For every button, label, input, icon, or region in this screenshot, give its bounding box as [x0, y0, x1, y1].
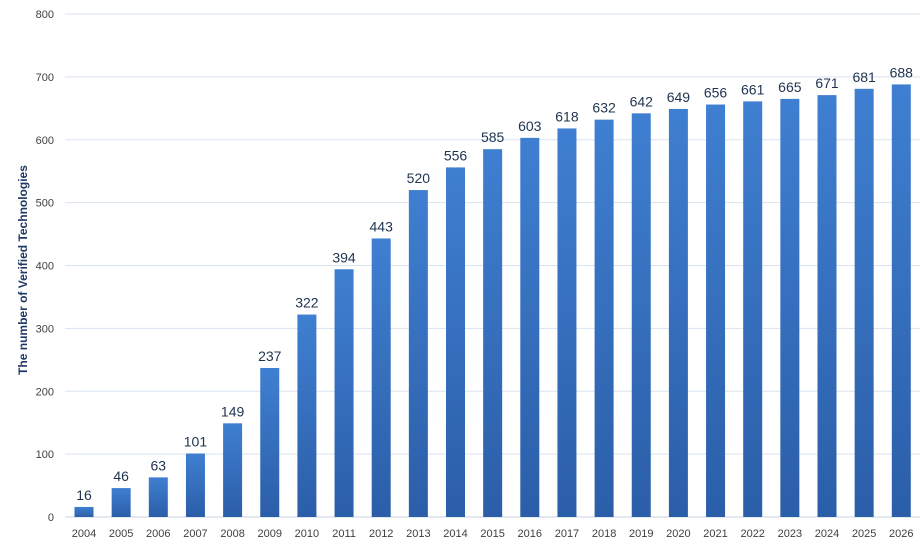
bars — [74, 84, 911, 518]
y-tick-label: 100 — [36, 449, 54, 461]
data-label: 642 — [630, 93, 654, 109]
bar — [185, 453, 205, 517]
data-label: 618 — [555, 108, 579, 124]
data-label: 237 — [258, 348, 282, 364]
data-label: 149 — [221, 403, 245, 419]
y-tick-label: 600 — [36, 135, 54, 147]
data-label: 681 — [852, 69, 876, 85]
data-label: 520 — [407, 170, 431, 186]
data-labels: 16 46 63 101 149 237 322 394 443 520 556 585 603 618 6… — [76, 64, 913, 503]
y-tick-label: 800 — [36, 9, 54, 21]
bar — [557, 128, 577, 517]
x-tick-label: 2015 — [480, 528, 504, 540]
x-tick-label: 2006 — [146, 528, 170, 540]
data-label: 671 — [815, 75, 839, 91]
bar — [297, 314, 317, 517]
bar — [371, 238, 391, 517]
bar — [854, 88, 874, 517]
x-tick-label: 2017 — [555, 528, 579, 540]
x-tick-label: 2025 — [852, 528, 876, 540]
x-tick-label: 2012 — [369, 528, 393, 540]
data-label: 63 — [151, 457, 167, 473]
x-tick-label: 2009 — [258, 528, 282, 540]
x-tick-label: 2023 — [778, 528, 802, 540]
x-tick-label: 2020 — [666, 528, 690, 540]
x-tick-label: 2014 — [443, 528, 467, 540]
data-label: 656 — [704, 85, 728, 101]
x-tick-label: 2005 — [109, 528, 133, 540]
bar — [483, 149, 503, 517]
y-tick-label: 300 — [36, 323, 54, 335]
x-tick-label: 2021 — [703, 528, 727, 540]
bar — [446, 167, 465, 518]
y-tick-label: 500 — [36, 198, 54, 210]
y-tick-label: 700 — [36, 72, 54, 84]
x-tick-label: 2018 — [592, 528, 616, 540]
x-tick-label: 2004 — [72, 528, 96, 540]
data-label: 665 — [778, 79, 802, 95]
data-label: 443 — [370, 218, 394, 234]
data-label: 632 — [592, 100, 616, 116]
bar — [706, 104, 726, 517]
y-tick-label: 200 — [36, 386, 54, 398]
bar — [668, 108, 688, 517]
x-tick-label: 2007 — [183, 528, 207, 540]
bar — [74, 506, 94, 517]
x-tick-label: 2022 — [740, 528, 764, 540]
data-label: 649 — [667, 89, 691, 105]
data-label: 688 — [890, 64, 914, 80]
data-label: 556 — [444, 147, 468, 163]
x-tick-label: 2024 — [815, 528, 839, 540]
data-label: 394 — [332, 249, 356, 265]
bar — [148, 477, 168, 517]
x-tick-label: 2011 — [332, 528, 356, 540]
y-axis-label: The number of Verified Technologies — [16, 165, 30, 375]
y-tick-label: 0 — [48, 512, 54, 524]
data-label: 585 — [481, 129, 505, 145]
bar — [260, 367, 280, 517]
data-label: 322 — [295, 295, 319, 311]
bar — [408, 190, 428, 518]
x-tick-label: 2016 — [518, 528, 542, 540]
data-label: 46 — [113, 468, 129, 484]
data-label: 603 — [518, 118, 542, 134]
bar — [891, 84, 911, 518]
bar — [111, 488, 131, 517]
x-tick-label: 2013 — [406, 528, 430, 540]
data-label: 101 — [184, 433, 208, 449]
data-label: 16 — [76, 487, 92, 503]
y-axis-ticks: 0 100 200 300 400 500 600 700 800 — [36, 9, 54, 524]
x-axis-ticks: 2004 2005 2006 2007 2008 2009 2010 2011 2012 2013… — [72, 528, 914, 540]
bar — [817, 95, 837, 517]
y-tick-label: 400 — [36, 261, 54, 273]
data-label: 661 — [741, 81, 765, 97]
bar — [520, 137, 540, 517]
bar — [594, 119, 614, 517]
bar — [223, 423, 243, 517]
bar — [780, 98, 800, 517]
x-tick-label: 2026 — [889, 528, 913, 540]
x-tick-label: 2010 — [295, 528, 319, 540]
x-tick-label: 2008 — [220, 528, 244, 540]
x-tick-label: 2019 — [629, 528, 653, 540]
bar — [334, 269, 354, 517]
bar — [631, 113, 651, 517]
bar — [743, 101, 763, 518]
